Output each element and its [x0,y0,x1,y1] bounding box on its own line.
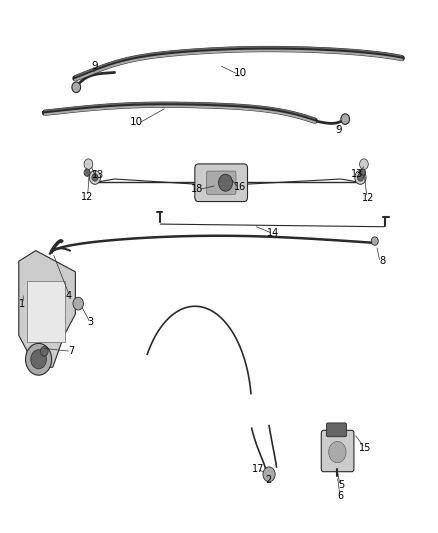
Text: 6: 6 [338,490,344,500]
Text: 10: 10 [130,117,143,127]
Circle shape [31,350,46,369]
Text: 16: 16 [234,182,246,192]
FancyBboxPatch shape [27,281,65,342]
Text: 14: 14 [267,228,279,238]
Text: 3: 3 [88,317,94,327]
Text: 12: 12 [81,191,93,201]
Circle shape [263,467,275,482]
Text: 17: 17 [252,464,265,474]
FancyBboxPatch shape [206,171,236,195]
FancyBboxPatch shape [195,164,247,201]
Text: 5: 5 [338,480,344,490]
Circle shape [371,237,378,245]
FancyBboxPatch shape [326,423,346,437]
Circle shape [89,171,101,184]
Text: 1: 1 [19,298,25,309]
Text: 9: 9 [336,125,342,135]
Circle shape [72,82,81,93]
Text: 9: 9 [92,61,98,71]
Circle shape [84,169,90,176]
Circle shape [219,174,233,191]
Text: 10: 10 [234,68,247,78]
Text: 13: 13 [92,170,104,180]
Text: 2: 2 [265,475,271,484]
Circle shape [84,159,93,169]
Circle shape [355,171,366,184]
Text: 8: 8 [379,256,385,266]
Circle shape [92,174,98,181]
Text: 18: 18 [191,183,203,193]
Circle shape [73,297,83,310]
Text: 13: 13 [351,169,364,179]
FancyBboxPatch shape [321,430,354,472]
Circle shape [360,159,368,169]
Circle shape [25,343,52,375]
Polygon shape [19,251,75,367]
Circle shape [341,114,350,124]
Circle shape [357,174,364,181]
Circle shape [40,346,48,356]
Text: 7: 7 [68,346,74,357]
Text: 4: 4 [66,290,72,301]
Text: 15: 15 [359,443,371,453]
Circle shape [328,441,346,463]
Text: 12: 12 [362,192,374,203]
Circle shape [360,169,366,176]
